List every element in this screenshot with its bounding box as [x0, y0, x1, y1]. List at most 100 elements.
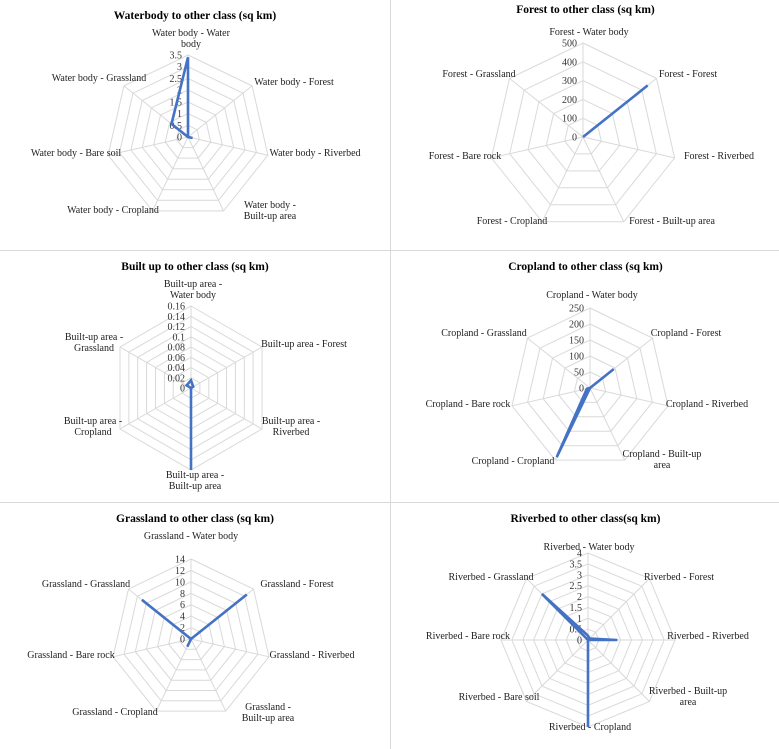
tick-label: 3 — [177, 62, 182, 73]
series-line — [184, 377, 195, 470]
grid-ring — [118, 66, 258, 201]
grid-spoke — [582, 136, 625, 222]
tick-label: 0.5 — [570, 625, 583, 636]
radar-chart-panel: Grassland to other class (sq km) 0 2 4 6 8 10 1… — [0, 504, 390, 749]
grid-spoke — [587, 639, 650, 702]
tick-label: 0 — [579, 384, 584, 395]
category-label: Water body - Cropland — [67, 205, 159, 216]
tick-label: 500 — [562, 39, 577, 50]
grid-spoke — [151, 136, 189, 212]
category-label: Forest - Grassland — [442, 69, 515, 80]
category-label: Built-up area -Built-up area — [166, 470, 224, 492]
grid-spoke — [589, 387, 626, 461]
tick-label: 0 — [577, 636, 582, 647]
tick-label: 0 — [177, 133, 182, 144]
grid-spoke — [119, 346, 192, 389]
category-label: Grassland - Bare rock — [27, 650, 114, 661]
tick-label: 0.14 — [168, 312, 186, 323]
grid-spoke — [541, 136, 584, 222]
category-label: Forest - Bare rock — [429, 151, 501, 162]
grid-ring — [141, 89, 235, 180]
category-label: Water body - Forest — [254, 77, 334, 88]
category-label: Built-up area -Riverbed — [262, 416, 320, 438]
category-label: Riverbed - Grassland — [449, 572, 534, 583]
category-label: Cropland - Cropland — [472, 456, 555, 467]
category-label: Cropland - Grassland — [441, 328, 527, 339]
category-label: Cropland - Forest — [651, 328, 722, 339]
tick-label: 2.5 — [570, 581, 583, 592]
radar-chart-svg: Cropland to other class (sq km) 0 50 100 150… — [426, 261, 748, 471]
grid-spoke — [511, 387, 591, 407]
tick-label: 3.5 — [570, 559, 583, 570]
grid-ring — [112, 558, 270, 712]
grid-spoke — [190, 638, 270, 658]
grid-ring — [130, 77, 246, 191]
tick-label: 400 — [562, 57, 577, 68]
category-label: Grassland - Water body — [144, 531, 238, 542]
grid-ring — [107, 54, 269, 212]
panel-divider — [0, 502, 779, 503]
tick-label: 0 — [572, 133, 577, 144]
category-label: Built-up area -Cropland — [64, 416, 122, 438]
chart-title: Grassland to other class (sq km) — [116, 513, 274, 525]
category-label: Grassland - Grassland — [42, 579, 130, 590]
tick-label: 4 — [577, 549, 582, 560]
grid-ring — [542, 339, 638, 432]
radar-chart-svg: Riverbed to other class(sq km) 00.511.522… — [426, 513, 749, 733]
tick-label: 10 — [175, 577, 185, 588]
category-label: Cropland - Riverbed — [666, 399, 748, 410]
grid-ring — [545, 98, 621, 172]
category-label: Cropland - Built-up area — [623, 449, 702, 471]
category-label: Riverbed - Forest — [644, 572, 714, 583]
tick-label: 0.06 — [168, 353, 186, 364]
radar-chart-panel: Cropland to other class (sq km) 0 50 100 150… — [392, 252, 779, 502]
category-label: Riverbed - Bare rock — [426, 631, 510, 642]
tick-label: 1 — [177, 109, 182, 120]
category-label: Cropland - Bare rock — [426, 399, 511, 410]
series-line — [540, 592, 618, 727]
tick-label: 1.5 — [570, 603, 583, 614]
grid-spoke — [582, 136, 675, 159]
grid-spoke — [187, 136, 225, 212]
tick-label: 0 — [180, 635, 185, 646]
category-label: Grassland - Forest — [260, 579, 334, 590]
grid-spoke — [155, 638, 192, 712]
radar-chart-svg: Built up to other class (sq km) 00.020.04… — [64, 261, 347, 492]
series-line — [141, 593, 248, 648]
grid-spoke — [589, 387, 669, 407]
category-label: Grassland - Riverbed — [270, 650, 355, 661]
grid-spoke — [187, 136, 269, 156]
grid-spoke — [509, 78, 584, 138]
category-label: Forest - Forest — [659, 69, 718, 80]
panel-divider — [0, 250, 779, 251]
category-label: Built-up area - Forest — [261, 339, 347, 350]
tick-label: 0.12 — [168, 322, 186, 333]
radar-grid — [112, 558, 270, 712]
category-label: Water body -Built-up area — [244, 200, 297, 222]
chart-title: Riverbed to other class(sq km) — [511, 513, 661, 525]
grid-spoke — [491, 136, 584, 159]
radar-grid — [107, 54, 269, 212]
tick-label: 0 — [180, 384, 185, 395]
chart-title: Built up to other class (sq km) — [121, 261, 269, 273]
category-label: Riverbed - Water body — [544, 542, 635, 553]
category-label: Grassland - Cropland — [72, 707, 158, 718]
category-label: Riverbed - Built-up area — [649, 686, 727, 708]
grid-spoke — [587, 578, 650, 641]
series-line — [170, 56, 193, 140]
grid-ring — [511, 307, 669, 461]
grid-ring — [153, 101, 223, 170]
radar-chart-panel: Built up to other class (sq km) 0 0.02 0.04… — [0, 252, 390, 502]
grid-ring — [527, 80, 639, 189]
grid-ring — [179, 627, 203, 650]
category-label: Built-up area -Water body — [164, 279, 222, 301]
radar-chart-svg: Grassland to other class (sq km)02468101… — [27, 513, 355, 724]
tick-label: 14 — [175, 555, 185, 566]
category-label: Riverbed - Cropland — [549, 722, 631, 733]
grid-spoke — [190, 638, 227, 712]
tick-label: 2 — [180, 623, 185, 634]
series-line — [582, 84, 649, 139]
grid-spoke — [526, 639, 589, 702]
category-label: Riverbed - Bare soil — [459, 692, 540, 703]
tick-label: 1 — [577, 614, 582, 625]
